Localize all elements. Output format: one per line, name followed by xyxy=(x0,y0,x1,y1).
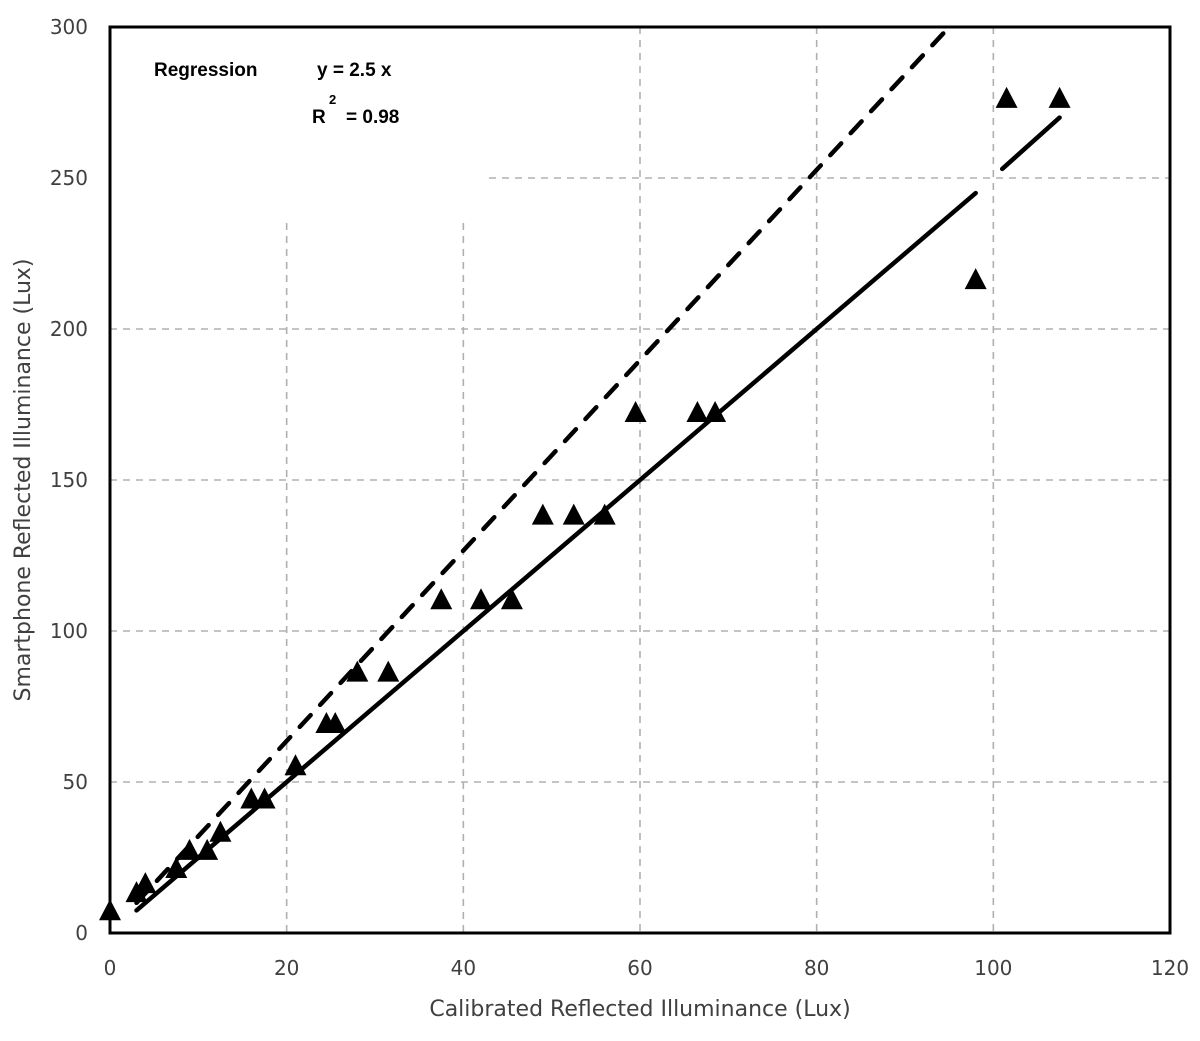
fit-lines xyxy=(134,24,1062,913)
plot-border xyxy=(108,25,1172,935)
regression-annotation: Regression y = 2.5 x R 2 = 0.98 xyxy=(154,60,399,128)
tick-labels: 0 20 40 60 80 100 120 0 50 100 150 200 250 300 xyxy=(50,15,1189,980)
reference-dashed-line xyxy=(134,24,952,906)
x-tick-label: 120 xyxy=(1151,956,1189,980)
triangle-marker xyxy=(165,856,188,878)
regression-equation: y = 2.5 x xyxy=(317,60,392,81)
y-tick-label: 100 xyxy=(50,619,88,643)
triangle-marker xyxy=(346,660,369,682)
gridlines xyxy=(110,27,1170,933)
triangle-marker xyxy=(500,588,523,610)
triangle-marker xyxy=(470,588,492,610)
triangle-marker xyxy=(704,400,727,422)
triangle-marker xyxy=(209,820,232,842)
y-tick-label: 250 xyxy=(50,166,88,190)
r-squared-superscript: 2 xyxy=(329,92,336,107)
triangle-marker xyxy=(324,712,347,734)
x-tick-label: 60 xyxy=(627,956,652,980)
r-squared-prefix: R xyxy=(312,107,326,128)
y-tick-label: 150 xyxy=(50,468,88,492)
triangle-marker xyxy=(995,86,1018,108)
triangle-marker xyxy=(178,838,201,860)
x-tick-label: 20 xyxy=(274,956,299,980)
triangle-marker xyxy=(377,660,400,682)
y-axis-title: Smartphone Reflected Illuminance (Lux) xyxy=(11,258,36,701)
triangle-marker xyxy=(964,268,987,290)
triangle-marker xyxy=(253,787,276,809)
x-tick-label: 80 xyxy=(804,956,829,980)
x-tick-label: 0 xyxy=(104,956,117,980)
plot-frame xyxy=(108,25,1172,935)
triangle-marker xyxy=(593,503,616,525)
data-points xyxy=(99,86,1071,921)
triangle-marker xyxy=(134,872,157,894)
regression-line xyxy=(134,190,978,913)
x-tick-label: 40 xyxy=(451,956,476,980)
triangle-marker xyxy=(562,503,585,525)
x-axis-title: Calibrated Reflected Illuminance (Lux) xyxy=(429,997,850,1022)
y-tick-label: 200 xyxy=(50,317,88,341)
regression-label: Regression xyxy=(154,60,257,81)
triangle-marker xyxy=(196,838,219,860)
triangle-marker xyxy=(531,503,554,525)
y-tick-label: 0 xyxy=(75,921,88,945)
y-tick-label: 300 xyxy=(50,15,88,39)
triangle-marker xyxy=(686,400,709,422)
triangle-marker xyxy=(284,754,307,776)
r-squared-value: = 0.98 xyxy=(346,107,399,128)
regression-line xyxy=(999,115,1062,172)
y-tick-label: 50 xyxy=(63,770,88,794)
triangle-marker xyxy=(1048,86,1071,108)
triangle-marker xyxy=(624,400,647,422)
x-tick-label: 100 xyxy=(974,956,1012,980)
triangle-marker xyxy=(430,588,453,610)
